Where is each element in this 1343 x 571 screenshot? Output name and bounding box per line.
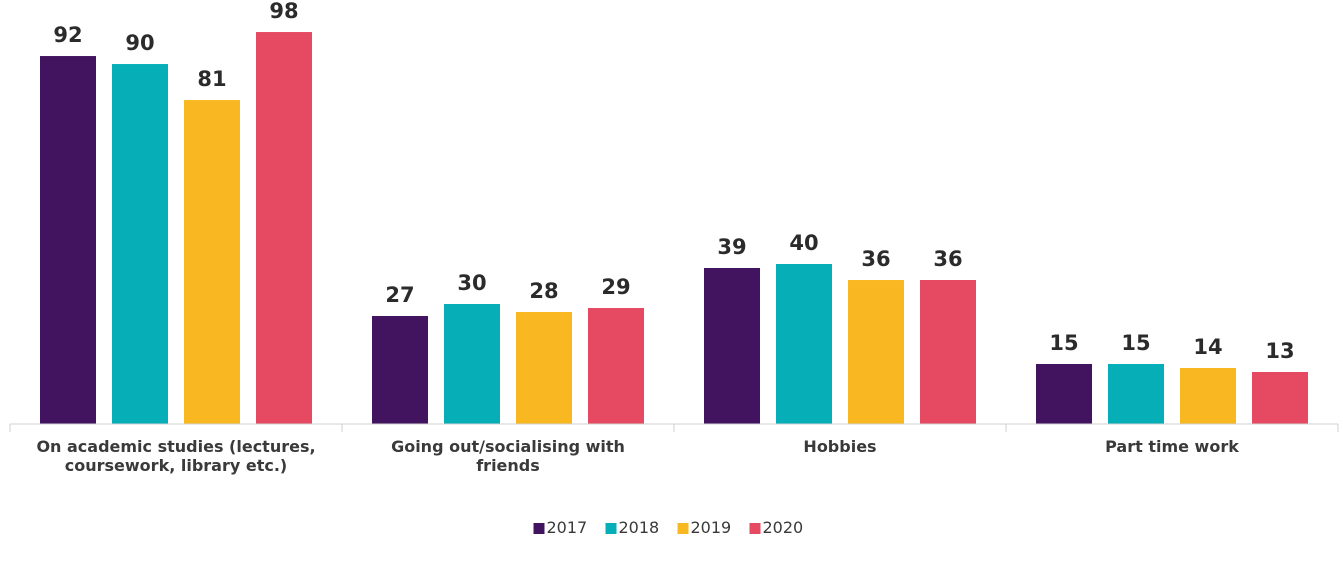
data-label-2018-cat1: 90 (125, 31, 154, 55)
legend: 2017 2018 2019 2020 (533, 518, 804, 537)
bar-2018-cat2 (444, 304, 500, 424)
bar-2020-cat2 (588, 308, 644, 424)
category-label: coursework, library etc.) (65, 456, 287, 475)
category-label: Hobbies (803, 437, 876, 456)
data-label-2019-cat2: 28 (529, 279, 558, 303)
category-label: Part time work (1105, 437, 1239, 456)
bar-2017-cat2 (372, 316, 428, 424)
data-label-2020-cat4: 13 (1265, 339, 1294, 363)
data-label-2017-cat2: 27 (385, 283, 414, 307)
bar-2018-cat3 (776, 264, 832, 424)
bar-2020-cat1 (256, 32, 312, 425)
bar-2019-cat1 (184, 100, 240, 424)
legend-label: 2020 (763, 518, 804, 537)
bar-2017-cat4 (1036, 364, 1092, 424)
bar-2019-cat4 (1180, 368, 1236, 424)
data-labels-group: 92 90 81 98 27 30 28 29 39 40 36 36 15 15 14 13 (53, 0, 1294, 363)
bar-2017-cat1 (40, 56, 96, 424)
bar-2017-cat3 (704, 268, 760, 424)
category-label: On academic studies (lectures, (36, 437, 315, 456)
data-label-2020-cat1: 98 (269, 0, 298, 23)
category-label: Going out/socialising with (391, 437, 625, 456)
bar-2018-cat1 (112, 64, 168, 424)
bars-group (40, 32, 1308, 425)
legend-item-2020: 2020 (749, 518, 804, 537)
legend-swatch (605, 523, 617, 534)
legend-label: 2017 (547, 518, 588, 537)
data-label-2019-cat4: 14 (1193, 335, 1222, 359)
data-label-2018-cat3: 40 (789, 231, 818, 255)
legend-label: 2019 (691, 518, 732, 537)
legend-swatch (677, 523, 689, 534)
data-label-2017-cat4: 15 (1049, 331, 1078, 355)
category-labels-group: On academic studies (lectures,coursework… (36, 437, 1239, 475)
bar-2020-cat3 (920, 280, 976, 424)
data-label-2018-cat2: 30 (457, 271, 486, 295)
data-label-2017-cat1: 92 (53, 23, 82, 47)
legend-swatch (749, 523, 761, 534)
bar-2020-cat4 (1252, 372, 1308, 424)
bar-2018-cat4 (1108, 364, 1164, 424)
data-label-2020-cat3: 36 (933, 247, 962, 271)
legend-item-2017: 2017 (533, 518, 588, 537)
legend-item-2018: 2018 (605, 518, 660, 537)
legend-item-2019: 2019 (677, 518, 732, 537)
data-label-2019-cat3: 36 (861, 247, 890, 271)
bar-2019-cat3 (848, 280, 904, 424)
category-label: friends (476, 456, 540, 475)
data-label-2017-cat3: 39 (717, 235, 746, 259)
data-label-2019-cat1: 81 (197, 67, 226, 91)
x-axis-ticks (9, 424, 1339, 432)
data-label-2020-cat2: 29 (601, 275, 630, 299)
bar-2019-cat2 (516, 312, 572, 424)
data-label-2018-cat4: 15 (1121, 331, 1150, 355)
legend-label: 2018 (619, 518, 660, 537)
legend-swatch (533, 523, 545, 534)
